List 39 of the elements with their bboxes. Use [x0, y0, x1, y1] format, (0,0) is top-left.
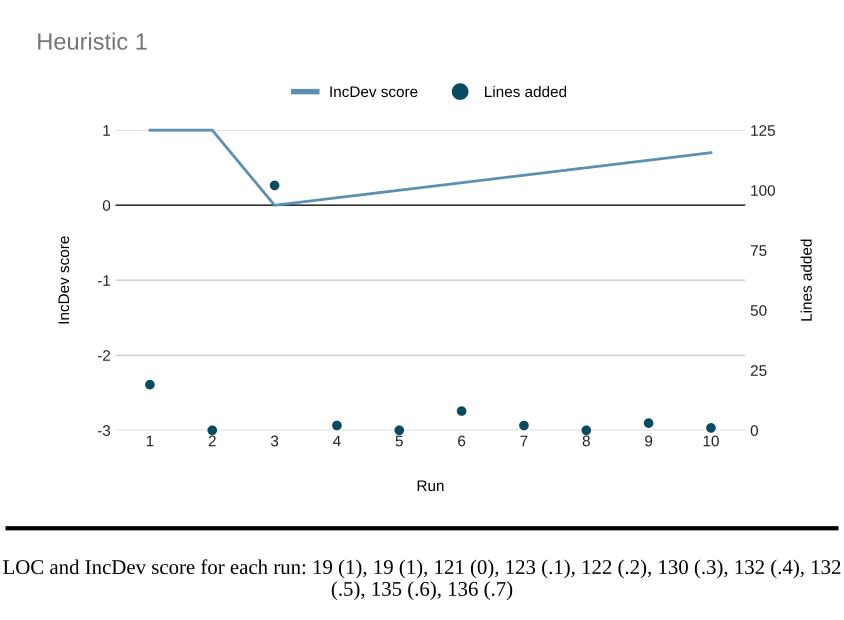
x-tick-label: 8	[582, 436, 590, 446]
y2-tick-label: 125	[751, 125, 775, 136]
y2-tick-label: 75	[750, 245, 766, 256]
point	[145, 380, 155, 390]
y2-axis-title: Lines added	[800, 240, 812, 321]
point	[456, 406, 466, 416]
y-axis-title: IncDev score	[58, 236, 70, 324]
x-tick-label: 10	[704, 436, 719, 446]
x-tick-label: 6	[458, 436, 466, 446]
y2-tick-label: 100	[751, 185, 776, 196]
y-tick-label: -2	[98, 350, 110, 361]
y2-tick-label: 0	[750, 425, 758, 436]
y-tick-label: 1	[103, 125, 110, 136]
x-axis-title: Run	[418, 480, 444, 492]
x-tick-label: 2	[208, 436, 216, 446]
point	[519, 420, 529, 430]
y2-tick-label: 25	[750, 365, 766, 376]
point	[394, 425, 404, 436]
chart-title: Heuristic 1	[38, 32, 147, 50]
point	[332, 420, 342, 430]
x-tick-label: 1	[146, 436, 154, 446]
point	[581, 425, 592, 436]
y-tick-label: -3	[98, 425, 110, 436]
point	[270, 180, 280, 190]
x-tick-label: 3	[270, 436, 278, 446]
legend-label: IncDev score	[330, 86, 418, 98]
y2-tick-label: 50	[750, 305, 767, 316]
y-tick-label: -1	[98, 275, 110, 286]
point	[706, 423, 716, 433]
text: LOC and IncDev score for each run: 19 (1), 19 (1), 121 (0), 123 (.1), 122 (.2), 130 (.3), 132 (.4), 132 (.5), 135 (.6), 136 (.7)	[3, 559, 840, 600]
x-tick-label: 4	[333, 436, 341, 446]
x-tick-label: 9	[645, 436, 652, 446]
legend-label: Lines added	[485, 86, 566, 98]
x-tick-label: 7	[520, 436, 528, 446]
x-tick-label: 5	[396, 436, 403, 446]
y-tick-label: 0	[102, 200, 110, 211]
line-series	[148, 128, 712, 207]
point	[644, 418, 654, 428]
point	[207, 425, 218, 436]
